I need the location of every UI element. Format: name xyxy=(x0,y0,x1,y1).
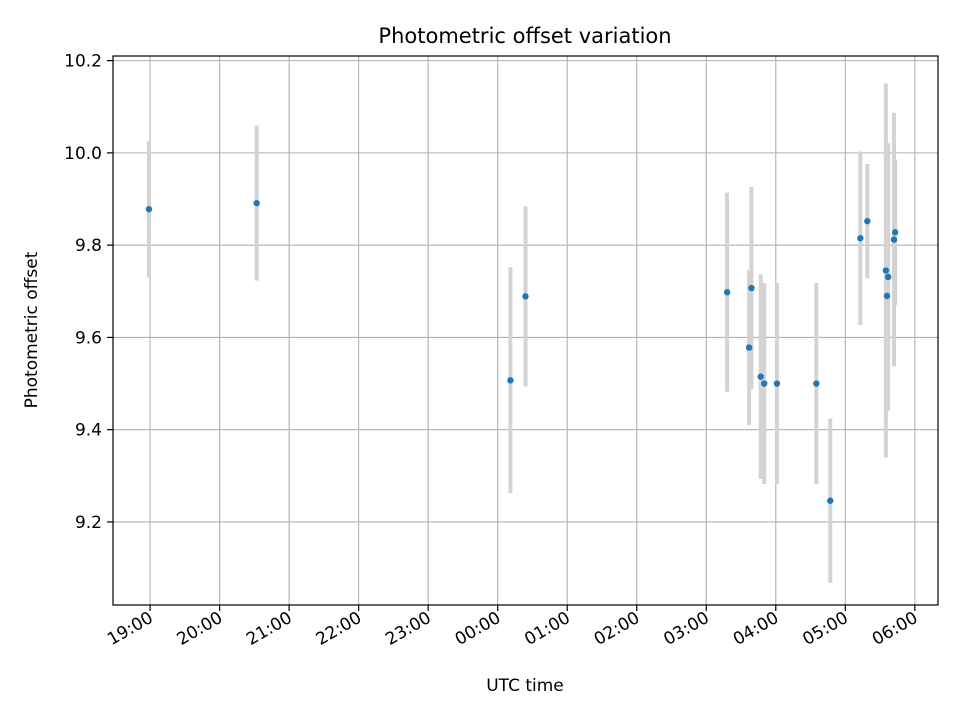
data-point xyxy=(760,380,768,387)
data-point xyxy=(757,373,764,380)
data-point xyxy=(522,293,529,300)
data-point xyxy=(882,267,890,274)
data-point xyxy=(864,217,871,225)
y-tick-label: 9.8 xyxy=(75,236,102,256)
x-axis-label: UTC time xyxy=(486,676,564,696)
y-axis-label: Photometric offset xyxy=(22,251,42,408)
data-point xyxy=(723,289,731,296)
data-point xyxy=(253,199,260,207)
data-point xyxy=(883,292,891,300)
data-point xyxy=(827,497,834,504)
y-tick-label: 9.2 xyxy=(75,513,102,533)
data-point xyxy=(891,229,899,236)
data-point xyxy=(884,273,892,281)
data-point xyxy=(507,377,514,384)
y-tick-label: 9.4 xyxy=(75,421,102,441)
data-point xyxy=(145,205,153,213)
data-point xyxy=(773,380,781,387)
y-tick-label: 9.6 xyxy=(75,328,102,348)
y-axis-ticks: 9.2 9.4 9.6 9.8 10.0 10.2 xyxy=(64,52,113,533)
chart-title: Photometric offset variation xyxy=(378,24,671,48)
y-tick-label: 10.2 xyxy=(64,52,102,72)
y-tick-label: 10.0 xyxy=(64,144,102,164)
data-point xyxy=(745,344,753,351)
data-point xyxy=(813,380,820,387)
data-points xyxy=(145,199,899,504)
data-point xyxy=(890,236,898,243)
data-point xyxy=(748,284,755,292)
plot-frame xyxy=(112,55,939,606)
data-point xyxy=(857,235,864,242)
